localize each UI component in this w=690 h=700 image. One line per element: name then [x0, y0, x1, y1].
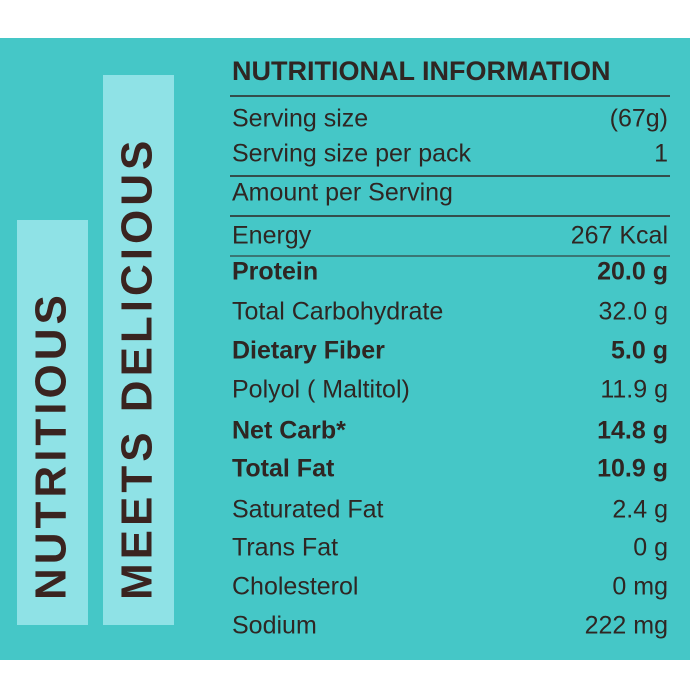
row-label: Dietary Fiber	[232, 337, 385, 365]
row-label: Total Carbohydrate	[232, 298, 443, 326]
row-label: Serving size	[232, 105, 368, 133]
section-heading: Amount per Serving	[232, 179, 453, 207]
row-label: Cholesterol	[232, 573, 358, 601]
row-value: 11.9 g	[600, 376, 668, 404]
row-label: Protein	[232, 258, 318, 286]
row-value: 1	[654, 140, 668, 168]
row-value: 5.0 g	[611, 337, 668, 365]
row-label: Polyol ( Maltitol)	[232, 376, 410, 404]
banner-bg	[103, 75, 174, 625]
banner-text: MEETS DELICIOUS	[113, 137, 162, 600]
row-value: 0 mg	[612, 573, 668, 601]
row-label: Net Carb*	[232, 417, 346, 445]
nutrient-table: Energy 267 Kcal Protein 20.0 g Total Carbohy…	[232, 222, 668, 640]
row-label: Saturated Fat	[232, 496, 384, 524]
row-label: Serving size per pack	[232, 140, 472, 168]
row-label: Total Fat	[232, 455, 335, 483]
row-value: 222 mg	[585, 612, 668, 640]
row-label: Sodium	[232, 612, 317, 640]
row-value: 14.8 g	[597, 417, 668, 445]
row-value: 20.0 g	[597, 258, 668, 286]
row-value: 267 Kcal	[571, 222, 668, 250]
title: NUTRITIONAL INFORMATION	[232, 56, 610, 86]
banner-bg	[17, 220, 88, 625]
row-value: 10.9 g	[597, 455, 668, 483]
banner-text: NUTRITIOUS	[27, 291, 76, 600]
row-value: 0 g	[633, 534, 668, 562]
row-label: Trans Fat	[232, 534, 338, 562]
row-value: 2.4 g	[612, 496, 668, 524]
row-value: (67g)	[610, 105, 668, 133]
row-value: 32.0 g	[598, 298, 668, 326]
row-label: Energy	[232, 222, 312, 250]
